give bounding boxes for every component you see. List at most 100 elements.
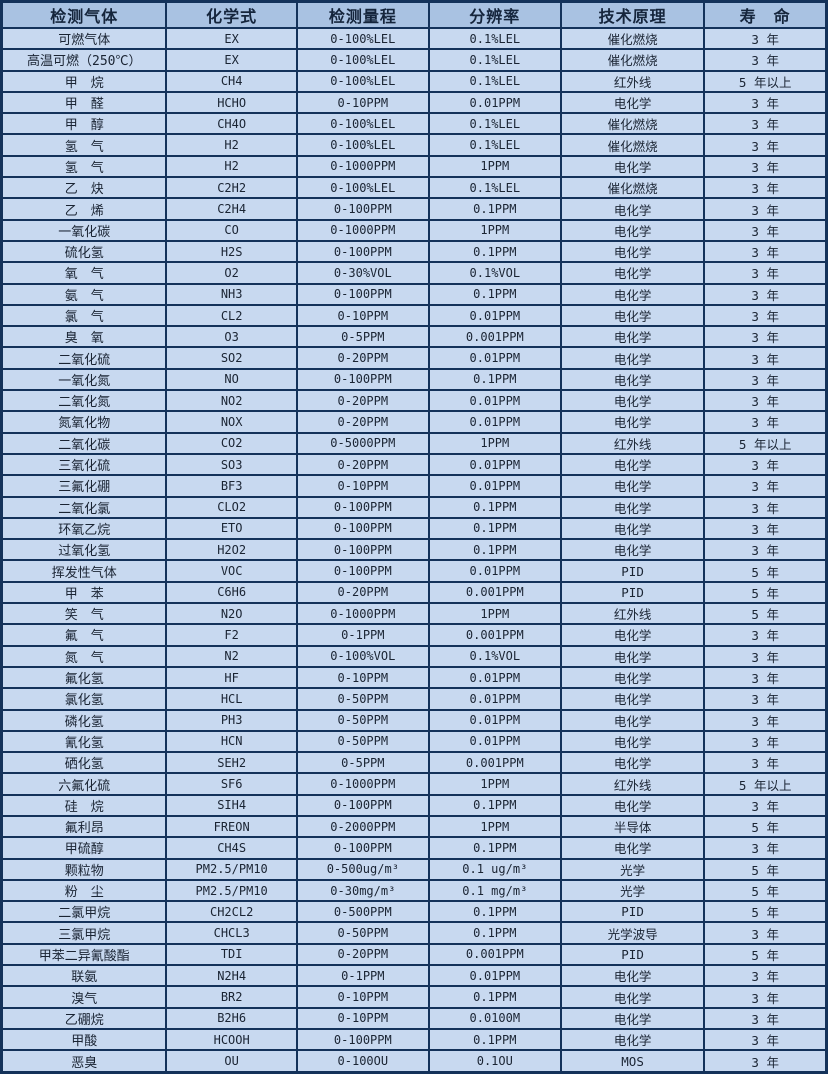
cell-resolution: 0.001PPM bbox=[427, 942, 562, 967]
cell-formula: CO bbox=[165, 218, 298, 242]
cell-principle: PID bbox=[559, 942, 706, 967]
cell-principle: 电化学 bbox=[559, 623, 706, 647]
cell-gas: 二氯甲烷 bbox=[0, 900, 168, 924]
cell-formula: F2 bbox=[165, 623, 298, 647]
cell-formula: PH3 bbox=[165, 708, 298, 732]
cell-gas: 磷化氢 bbox=[0, 708, 168, 732]
cell-gas: 硅 烷 bbox=[0, 793, 168, 817]
cell-formula: H2 bbox=[165, 154, 298, 179]
cell-formula: CHCL3 bbox=[165, 921, 298, 945]
cell-resolution: 0.1%VOL bbox=[427, 644, 562, 668]
cell-lifespan: 3 年 bbox=[703, 687, 828, 711]
cell-range: 0-100%LEL bbox=[295, 48, 430, 72]
cell-lifespan: 3 年 bbox=[703, 623, 828, 647]
cell-formula: H2 bbox=[165, 133, 298, 157]
cell-principle: 电化学 bbox=[559, 346, 706, 370]
cell-formula: EX bbox=[165, 48, 298, 72]
cell-range: 0-500PPM bbox=[295, 900, 430, 924]
table-row: 恶臭 OU 0-100OU 0.1OU MOS 3 年 bbox=[0, 1049, 828, 1074]
cell-gas: 氮氧化物 bbox=[0, 410, 168, 434]
table-row: 联氨 N2H4 0-1PPM 0.01PPM 电化学 3 年 bbox=[0, 964, 828, 988]
cell-range: 0-20PPM bbox=[295, 389, 430, 413]
table-row: 甲 醛 HCHO 0-10PPM 0.01PPM 电化学 3 年 bbox=[0, 90, 828, 115]
cell-gas: 氟利昂 bbox=[0, 814, 168, 839]
cell-resolution: 0.01PPM bbox=[427, 90, 562, 115]
cell-lifespan: 3 年 bbox=[703, 218, 828, 242]
cell-gas: 氮 气 bbox=[0, 644, 168, 668]
table-row: 甲 醇 CH4O 0-100%LEL 0.1%LEL 催化燃烧 3 年 bbox=[0, 112, 828, 136]
cell-gas: 氟 气 bbox=[0, 623, 168, 647]
cell-resolution: 0.1PPM bbox=[427, 836, 562, 860]
cell-range: 0-500ug/m³ bbox=[295, 857, 430, 881]
cell-formula: H2O2 bbox=[165, 538, 298, 562]
cell-range: 0-1000PPM bbox=[295, 602, 430, 626]
cell-resolution: 0.001PPM bbox=[427, 751, 562, 775]
table-row: 氨 气 NH3 0-100PPM 0.1PPM 电化学 3 年 bbox=[0, 282, 828, 306]
cell-range: 0-1PPM bbox=[295, 623, 430, 647]
cell-range: 0-20PPM bbox=[295, 580, 430, 605]
cell-principle: 电化学 bbox=[559, 985, 706, 1009]
cell-lifespan: 3 年 bbox=[703, 410, 828, 434]
cell-gas: 甲硫醇 bbox=[0, 836, 168, 860]
cell-range: 0-5PPM bbox=[295, 325, 430, 349]
cell-lifespan: 5 年 bbox=[703, 814, 828, 839]
cell-range: 0-100PPM bbox=[295, 239, 430, 264]
cell-range: 0-20PPM bbox=[295, 410, 430, 434]
column-header-formula: 化学式 bbox=[165, 0, 298, 29]
cell-resolution: 0.1%LEL bbox=[427, 112, 562, 136]
cell-gas: 一氧化碳 bbox=[0, 218, 168, 242]
cell-formula: N2 bbox=[165, 644, 298, 668]
cell-principle: PID bbox=[559, 559, 706, 583]
cell-gas: 硒化氢 bbox=[0, 751, 168, 775]
cell-gas: 联氨 bbox=[0, 964, 168, 988]
cell-gas: 恶臭 bbox=[0, 1049, 168, 1074]
cell-range: 0-30mg/m³ bbox=[295, 878, 430, 903]
cell-gas: 氢 气 bbox=[0, 133, 168, 157]
cell-lifespan: 3 年 bbox=[703, 389, 828, 413]
cell-range: 0-5PPM bbox=[295, 751, 430, 775]
cell-formula: HCN bbox=[165, 729, 298, 754]
table-body: 可燃气体 EX 0-100%LEL 0.1%LEL 催化燃烧 3 年高温可燃（250℃） E… bbox=[0, 26, 828, 1074]
cell-lifespan: 5 年 bbox=[703, 559, 828, 583]
cell-lifespan: 5 年 bbox=[703, 878, 828, 903]
cell-range: 0-10PPM bbox=[295, 474, 430, 498]
cell-resolution: 1PPM bbox=[427, 218, 562, 242]
cell-principle: 红外线 bbox=[559, 602, 706, 626]
cell-principle: 电化学 bbox=[559, 729, 706, 754]
cell-range: 0-50PPM bbox=[295, 687, 430, 711]
cell-principle: 电化学 bbox=[559, 964, 706, 988]
cell-formula: N2O bbox=[165, 602, 298, 626]
cell-gas: 二氧化碳 bbox=[0, 431, 168, 455]
cell-range: 0-10PPM bbox=[295, 985, 430, 1009]
header-row: 检测气体 化学式 检测量程 分辨率 技术原理 寿 命 bbox=[0, 0, 828, 29]
cell-resolution: 0.1PPM bbox=[427, 900, 562, 924]
table-row: 六氟化硫 SF6 0-1000PPM 1PPM 红外线 5 年以上 bbox=[0, 772, 828, 796]
cell-formula: TDI bbox=[165, 942, 298, 967]
cell-gas: 氟化氢 bbox=[0, 665, 168, 690]
cell-lifespan: 3 年 bbox=[703, 303, 828, 328]
cell-lifespan: 3 年 bbox=[703, 325, 828, 349]
cell-lifespan: 5 年以上 bbox=[703, 69, 828, 93]
cell-principle: 电化学 bbox=[559, 303, 706, 328]
cell-range: 0-50PPM bbox=[295, 708, 430, 732]
cell-principle: 电化学 bbox=[559, 282, 706, 306]
cell-formula: HCOOH bbox=[165, 1027, 298, 1052]
cell-gas: 环氧乙烷 bbox=[0, 516, 168, 541]
table-row: 二氯甲烷 CH2CL2 0-500PPM 0.1PPM PID 5 年 bbox=[0, 900, 828, 924]
table-row: 甲 烷 CH4 0-100%LEL 0.1%LEL 红外线 5 年以上 bbox=[0, 69, 828, 93]
cell-resolution: 0.001PPM bbox=[427, 623, 562, 647]
cell-formula: CO2 bbox=[165, 431, 298, 455]
cell-resolution: 0.01PPM bbox=[427, 389, 562, 413]
cell-lifespan: 3 年 bbox=[703, 133, 828, 157]
cell-formula: H2S bbox=[165, 239, 298, 264]
table-row: 环氧乙烷 ETO 0-100PPM 0.1PPM 电化学 3 年 bbox=[0, 516, 828, 541]
cell-principle: MOS bbox=[559, 1049, 706, 1074]
table-row: 可燃气体 EX 0-100%LEL 0.1%LEL 催化燃烧 3 年 bbox=[0, 26, 828, 51]
cell-formula: FREON bbox=[165, 814, 298, 839]
cell-resolution: 1PPM bbox=[427, 602, 562, 626]
cell-resolution: 1PPM bbox=[427, 154, 562, 179]
cell-gas: 过氧化氢 bbox=[0, 538, 168, 562]
cell-formula: O2 bbox=[165, 261, 298, 285]
table-row: 一氧化碳 CO 0-1000PPM 1PPM 电化学 3 年 bbox=[0, 218, 828, 242]
cell-range: 0-1000PPM bbox=[295, 218, 430, 242]
